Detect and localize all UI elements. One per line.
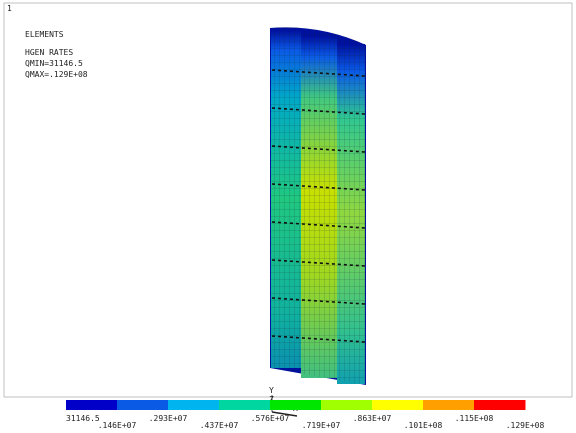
legend-label: .129E+08 <box>506 421 545 429</box>
legend-label: .719E+07 <box>302 421 341 429</box>
window-marker: 1 <box>7 4 12 13</box>
legend-swatch <box>219 400 271 410</box>
legend-swatch <box>474 400 526 410</box>
model <box>270 27 366 385</box>
legend-swatch <box>66 400 118 410</box>
legend-label: .576E+07 <box>251 414 290 423</box>
legend-label: .115E+08 <box>455 414 494 423</box>
info-title: ELEMENTS <box>25 30 64 39</box>
legend-swatch <box>270 400 322 410</box>
info-qmin: QMIN=31146.5 <box>25 59 83 68</box>
legend-swatch <box>372 400 424 410</box>
legend-label: 31146.5 <box>66 414 100 423</box>
contour-legend: 31146.5.146E+07 .293E+07 .437E+07 .576E+07.… <box>66 400 544 429</box>
legend-label: .101E+08 <box>404 421 443 429</box>
legend-swatch <box>423 400 475 410</box>
legend-label: .437E+07 <box>200 421 239 429</box>
legend-swatch <box>117 400 169 410</box>
info-qmax: QMAX=.129E+08 <box>25 70 88 79</box>
info-quantity: HGEN RATES <box>25 48 73 57</box>
legend-swatch <box>168 400 220 410</box>
legend-label: .146E+07 <box>98 421 137 429</box>
legend-label: .293E+07 <box>149 414 188 423</box>
mesh-overlay <box>271 27 366 385</box>
triad-y: Y <box>269 386 274 395</box>
legend-swatch <box>321 400 373 410</box>
legend-label: .863E+07 <box>353 414 392 423</box>
ansys-viewport: 1 ELEMENTS HGEN RATES QMIN=31146.5 QMAX=… <box>0 0 576 429</box>
